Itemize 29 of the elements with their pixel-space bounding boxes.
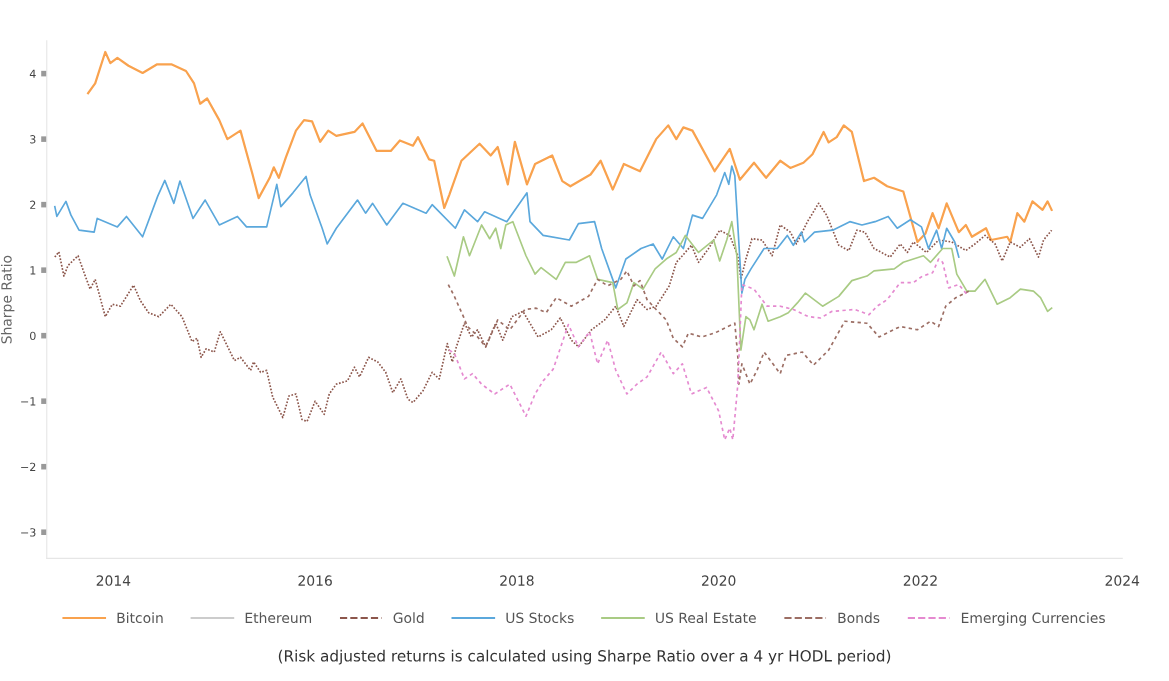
line-series [447,269,970,385]
line-series [53,165,960,294]
legend-label: Bitcoin [117,612,163,624]
legend-label: US Real Estate [656,612,756,624]
x-tick-label: 2020 [702,575,736,586]
y-tick-label: 1 [30,266,36,275]
x-tick-label: 2024 [1105,575,1140,586]
y-axis-title: Sharpe Ratio [0,255,15,344]
legend-label: Ethereum [245,612,312,624]
y-tick-label: 2 [30,200,36,209]
line-series [448,258,968,441]
y-tick-label: −1 [21,397,36,406]
legend-label: Emerging Currencies [961,612,1105,626]
y-tick-label: 0 [30,331,36,341]
line-series [446,220,1053,351]
x-tick-label: 2016 [298,575,332,586]
y-tick-label: 3 [30,135,36,144]
y-tick-label: −3 [21,528,36,537]
y-tick-label: −2 [21,462,36,471]
legend-label: Bonds [838,612,880,624]
x-tick-label: 2022 [903,575,937,586]
x-tick-label: 2014 [96,575,131,586]
y-tick-label: 4 [29,69,36,78]
legend-label: Gold [393,612,424,624]
x-tick-label: 2018 [500,575,534,586]
legend-label: US Stocks [506,612,574,624]
line-series [87,50,1053,244]
text: (Risk adjusted returns is calculated using Sharpe Ratio over a 4 yr HODL period) [278,649,891,665]
line-series [53,202,1053,423]
